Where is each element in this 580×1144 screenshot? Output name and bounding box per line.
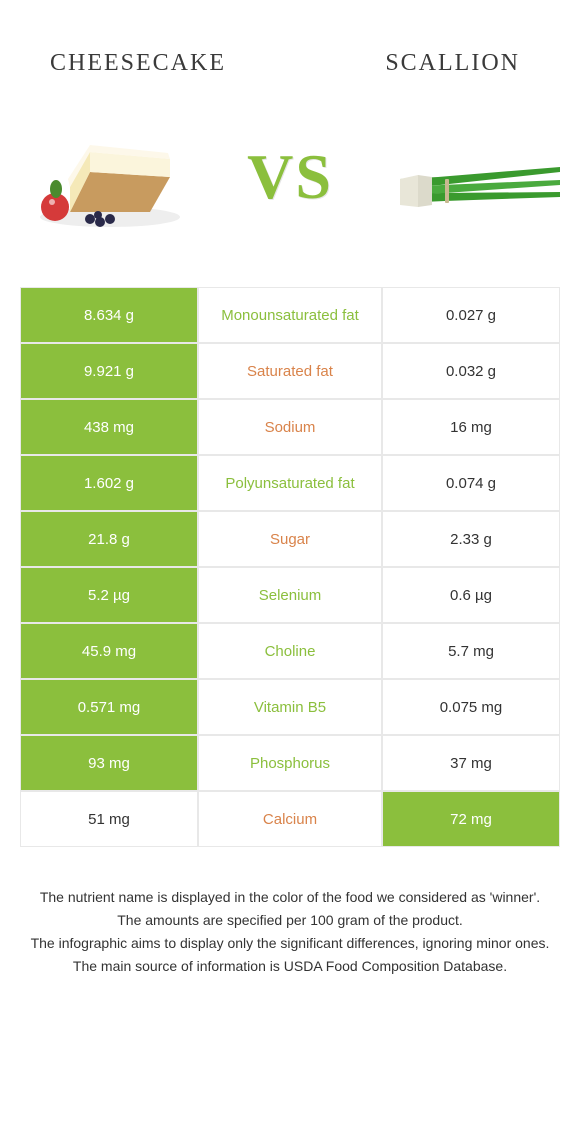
value-right: 2.33 g (382, 512, 560, 566)
table-row: 21.8 gSugar2.33 g (20, 511, 560, 567)
value-left: 5.2 µg (20, 568, 198, 622)
footnote-line: The main source of information is USDA F… (30, 956, 550, 977)
nutrient-table: 8.634 gMonounsaturated fat0.027 g9.921 g… (20, 287, 560, 847)
value-left: 438 mg (20, 400, 198, 454)
value-right: 0.075 mg (382, 680, 560, 734)
table-row: 1.602 gPolyunsaturated fat0.074 g (20, 455, 560, 511)
table-row: 9.921 gSaturated fat0.032 g (20, 343, 560, 399)
value-left: 9.921 g (20, 344, 198, 398)
value-left: 0.571 mg (20, 680, 198, 734)
nutrient-label: Calcium (198, 792, 382, 846)
value-left: 45.9 mg (20, 624, 198, 678)
title-left: CHEESECAKE (50, 50, 226, 77)
footnote-line: The nutrient name is displayed in the co… (30, 887, 550, 908)
header: CHEESECAKE SCALLION (0, 0, 580, 97)
value-left: 1.602 g (20, 456, 198, 510)
value-right: 0.6 µg (382, 568, 560, 622)
nutrient-label: Monounsaturated fat (198, 288, 382, 342)
nutrient-label: Sugar (198, 512, 382, 566)
value-right: 0.032 g (382, 344, 560, 398)
nutrient-label: Choline (198, 624, 382, 678)
footnote-line: The infographic aims to display only the… (30, 933, 550, 954)
table-row: 0.571 mgVitamin B50.075 mg (20, 679, 560, 735)
value-right: 37 mg (382, 736, 560, 790)
cheesecake-image (20, 117, 190, 237)
value-right: 0.027 g (382, 288, 560, 342)
nutrient-label: Phosphorus (198, 736, 382, 790)
footnotes: The nutrient name is displayed in the co… (0, 847, 580, 999)
table-row: 45.9 mgCholine5.7 mg (20, 623, 560, 679)
value-left: 51 mg (20, 792, 198, 846)
table-row: 93 mgPhosphorus37 mg (20, 735, 560, 791)
value-left: 21.8 g (20, 512, 198, 566)
table-row: 438 mgSodium16 mg (20, 399, 560, 455)
value-right: 72 mg (382, 792, 560, 846)
scallion-image (390, 117, 560, 237)
nutrient-label: Sodium (198, 400, 382, 454)
vs-label: VS (247, 140, 333, 214)
footnote-line: The amounts are specified per 100 gram o… (30, 910, 550, 931)
nutrient-label: Polyunsaturated fat (198, 456, 382, 510)
value-right: 16 mg (382, 400, 560, 454)
hero-row: VS (0, 97, 580, 267)
nutrient-label: Vitamin B5 (198, 680, 382, 734)
nutrient-label: Saturated fat (198, 344, 382, 398)
value-right: 0.074 g (382, 456, 560, 510)
value-right: 5.7 mg (382, 624, 560, 678)
value-left: 8.634 g (20, 288, 198, 342)
title-right: SCALLION (385, 50, 520, 77)
table-row: 8.634 gMonounsaturated fat0.027 g (20, 287, 560, 343)
nutrient-label: Selenium (198, 568, 382, 622)
table-row: 51 mgCalcium72 mg (20, 791, 560, 847)
value-left: 93 mg (20, 736, 198, 790)
table-row: 5.2 µgSelenium0.6 µg (20, 567, 560, 623)
